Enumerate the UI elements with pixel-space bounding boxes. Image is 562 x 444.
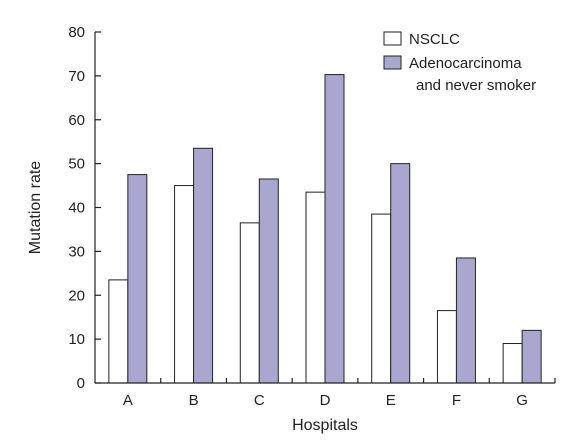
bar-adeno-c bbox=[258, 178, 279, 384]
bar-nsclc-b bbox=[174, 185, 195, 384]
legend-label: Adenocarcinoma bbox=[409, 55, 522, 72]
y-tick-label: 10 bbox=[68, 331, 85, 348]
legend-label: and never smoker bbox=[416, 77, 536, 94]
x-axis-title: Hospitals bbox=[292, 417, 358, 434]
x-tick-label: G bbox=[516, 392, 528, 409]
legend-swatch-adeno bbox=[383, 55, 402, 70]
bar-nsclc-d bbox=[305, 191, 326, 384]
bar-nsclc-f bbox=[436, 310, 457, 384]
y-axis-ticks: 0 10 20 30 40 50 60 70 80 bbox=[68, 24, 101, 392]
x-tick-label: A bbox=[123, 392, 133, 409]
y-tick-label: 0 bbox=[77, 375, 85, 392]
y-tick-label: 50 bbox=[68, 156, 85, 173]
bar-nsclc-g bbox=[502, 343, 523, 384]
bar-adeno-e bbox=[390, 163, 411, 384]
legend: NSCLC Adenocarcinoma and never smoker bbox=[383, 31, 536, 94]
x-tick-label: D bbox=[320, 392, 331, 409]
bar-adeno-d bbox=[324, 74, 345, 384]
bar-nsclc-c bbox=[239, 222, 260, 384]
y-tick-label: 20 bbox=[68, 287, 85, 304]
y-tick-label: 80 bbox=[68, 24, 85, 41]
x-tick-label: F bbox=[452, 392, 461, 409]
bar-adeno-f bbox=[455, 257, 476, 384]
bars bbox=[108, 74, 542, 384]
bar-adeno-g bbox=[521, 329, 542, 384]
x-tick-label: B bbox=[189, 392, 199, 409]
bar-nsclc-e bbox=[371, 213, 392, 384]
y-tick-label: 30 bbox=[68, 243, 85, 260]
legend-label: NSCLC bbox=[409, 31, 460, 48]
x-tick-label: C bbox=[254, 392, 265, 409]
bar-nsclc-a bbox=[108, 279, 129, 384]
y-tick-label: 60 bbox=[68, 112, 85, 129]
x-tick-label: E bbox=[386, 392, 396, 409]
bar-adeno-a bbox=[127, 174, 148, 384]
y-tick-label: 70 bbox=[68, 68, 85, 85]
x-axis-ticks: A B C D E F G bbox=[123, 378, 556, 409]
legend-swatch-nsclc bbox=[383, 31, 402, 46]
y-tick-label: 40 bbox=[68, 200, 85, 217]
bar-adeno-b bbox=[193, 147, 214, 384]
y-axis-title: Mutation rate bbox=[27, 161, 44, 254]
